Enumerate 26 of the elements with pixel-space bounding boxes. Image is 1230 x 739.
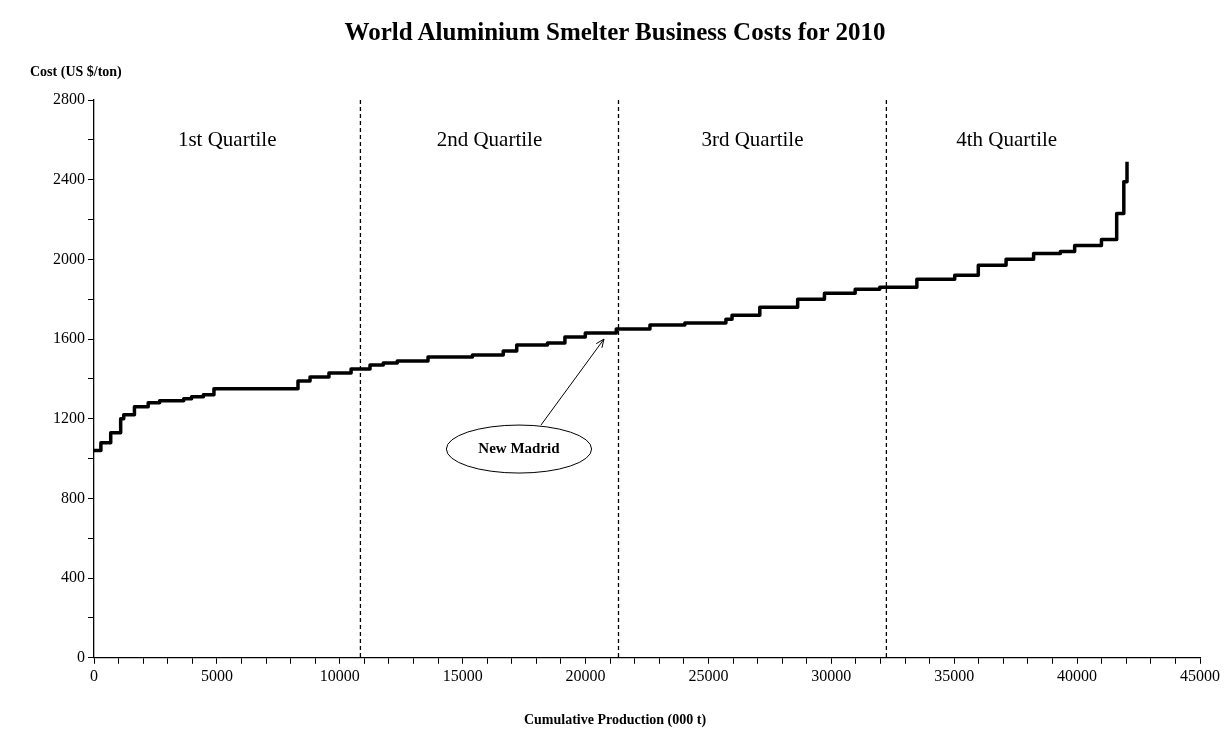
x-tick-label: 10000 <box>319 666 360 684</box>
x-tick-label: 0 <box>90 666 98 684</box>
x-axis-title: Cumulative Production (000 t) <box>522 712 708 728</box>
y-tick-label: 0 <box>77 648 85 665</box>
annotation: 1st Quartile <box>177 126 277 151</box>
chart-title: World Aluminium Smelter Business Costs for 2010 <box>343 18 887 46</box>
x-tick-label: 5000 <box>200 666 233 684</box>
x-tick-label: 20000 <box>565 666 606 684</box>
x-tick-label: 15000 <box>442 666 483 684</box>
y-tick-label: 1600 <box>53 329 85 347</box>
y-axis-title: Cost (US $/ton) <box>30 64 122 80</box>
annotation: New Madrid <box>478 439 561 456</box>
x-tick-label: 35000 <box>934 666 975 684</box>
y-tick-label: 400 <box>61 568 85 586</box>
y-tick-label: 2000 <box>53 249 85 267</box>
y-tick-label: 800 <box>61 488 85 506</box>
x-tick-label: 40000 <box>1057 666 1098 684</box>
x-tick-label: 45000 <box>1180 666 1220 684</box>
x-tick-label: 30000 <box>811 666 852 684</box>
annotation: 4th Quartile <box>956 126 1058 151</box>
annotation: 3rd Quartile <box>701 126 804 151</box>
annotation: 2nd Quartile <box>436 126 543 151</box>
y-tick-label: 2800 <box>53 90 85 108</box>
x-tick-label: 25000 <box>688 666 729 684</box>
y-tick-label: 2400 <box>53 169 85 187</box>
y-tick-label: 1200 <box>53 408 85 426</box>
